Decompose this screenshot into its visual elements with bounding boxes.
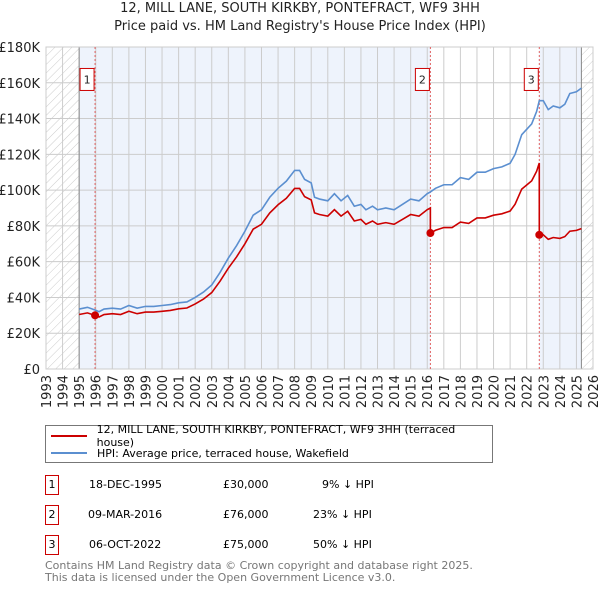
x-tick-label: 1998 bbox=[123, 375, 138, 408]
x-tick-label: 2022 bbox=[521, 375, 536, 408]
x-tick-label: 2026 bbox=[587, 375, 600, 408]
y-tick-label: £180K bbox=[0, 41, 40, 56]
x-tick-label: 2010 bbox=[322, 375, 337, 408]
x-tick-label: 2017 bbox=[438, 375, 453, 408]
x-tick-label: 1993 bbox=[40, 375, 55, 408]
x-tick-label: 2011 bbox=[338, 375, 353, 408]
sale-label: 2 bbox=[419, 73, 426, 86]
chart-subtitle: Price paid vs. HM Land Registry's House … bbox=[114, 19, 486, 34]
x-tick-label: 1997 bbox=[106, 375, 121, 408]
sale-label-box bbox=[79, 67, 95, 91]
x-tick-label: 1995 bbox=[73, 375, 88, 408]
y-tick-label: £40K bbox=[7, 291, 41, 306]
y-tick-label: £20K bbox=[7, 327, 41, 342]
legend: 12, MILL LANE, SOUTH KIRKBY, PONTEFRACT,… bbox=[45, 423, 493, 463]
x-tick-label: 2007 bbox=[272, 375, 287, 408]
y-tick-label: £160K bbox=[0, 77, 40, 92]
sale-number: 2 bbox=[45, 505, 59, 525]
x-tick-label: 2020 bbox=[488, 375, 503, 408]
x-tick-label: 2001 bbox=[173, 375, 188, 408]
legend-swatch bbox=[51, 435, 87, 437]
sale-point bbox=[426, 229, 435, 238]
sale-hpi: 23% ↓ HPI bbox=[313, 508, 372, 521]
x-tick-label: 2021 bbox=[504, 375, 519, 408]
sale-point bbox=[91, 311, 100, 320]
plot: £0 £20K £40K £60K £80K £100K £120K £140K £160K £1… bbox=[0, 41, 600, 408]
x-tick-label: 2014 bbox=[388, 375, 403, 408]
y-tick-label: £140K bbox=[0, 113, 40, 128]
x-tick-label: 2024 bbox=[554, 375, 569, 408]
x-tick-label: 2025 bbox=[570, 375, 585, 408]
x-tick-label: 2003 bbox=[206, 375, 221, 408]
x-tick-label: 2008 bbox=[289, 375, 304, 408]
x-tick-label: 2005 bbox=[239, 375, 254, 408]
x-tick-label: 2015 bbox=[405, 375, 420, 408]
x-tick-label: 2023 bbox=[537, 375, 552, 408]
sale-label-box bbox=[523, 67, 539, 91]
sale-label-box bbox=[414, 67, 430, 91]
x-tick-label: 2018 bbox=[454, 375, 469, 408]
legend-label: HPI: Average price, terraced house, Wake… bbox=[97, 446, 349, 460]
hatch-region-after bbox=[581, 47, 593, 369]
x-tick-label: 2009 bbox=[305, 375, 320, 408]
sale-label: 3 bbox=[528, 73, 535, 86]
sale-hpi: 50% ↓ HPI bbox=[313, 538, 372, 551]
y-tick-label: £60K bbox=[7, 256, 41, 271]
hpi-line bbox=[78, 87, 582, 313]
legend-swatch bbox=[51, 452, 87, 454]
footer-copyright: Contains HM Land Registry data © Crown c… bbox=[45, 559, 473, 572]
x-tick-label: 2013 bbox=[372, 375, 387, 408]
y-tick-label: £120K bbox=[0, 148, 40, 163]
sale-price: £75,000 bbox=[223, 538, 269, 551]
chart-title: 12, MILL LANE, SOUTH KIRKBY, PONTEFRACT,… bbox=[120, 1, 480, 16]
sale-number: 3 bbox=[45, 535, 59, 555]
x-tick-label: 2016 bbox=[421, 375, 436, 408]
sale-price: £76,000 bbox=[223, 508, 269, 521]
sale-date: 09-MAR-2016 bbox=[88, 508, 163, 521]
sale-date: 06-OCT-2022 bbox=[89, 538, 162, 551]
legend-item-hpi: HPI: Average price, terraced house, Wake… bbox=[46, 445, 349, 461]
y-tick-label: £80K bbox=[7, 220, 41, 235]
legend-label: 12, MILL LANE, SOUTH KIRKBY, PONTEFRACT,… bbox=[96, 423, 456, 449]
plot-border bbox=[45, 46, 594, 370]
sale-hpi: 9% ↓ HPI bbox=[322, 478, 374, 491]
legend-item-property: 12, MILL LANE, SOUTH KIRKBY, PONTEFRACT,… bbox=[46, 423, 492, 449]
x-tick-label: 2000 bbox=[156, 375, 171, 408]
x-tick-label: 1994 bbox=[57, 375, 72, 408]
x-tick-label: 1999 bbox=[139, 375, 154, 408]
footer-licence: This data is licensed under the Open Gov… bbox=[45, 571, 396, 584]
property-price-line bbox=[78, 162, 582, 318]
sale-label: 1 bbox=[84, 73, 91, 86]
x-tick-label: 2006 bbox=[255, 375, 270, 408]
x-tick-label: 2019 bbox=[471, 375, 486, 408]
sale-point bbox=[535, 230, 544, 239]
x-tick-label: 2004 bbox=[222, 375, 237, 408]
sale-price: £30,000 bbox=[223, 478, 269, 491]
shaded-period bbox=[79, 47, 431, 369]
y-tick-label: £0 bbox=[23, 363, 40, 378]
y-tick-label: £100K bbox=[0, 184, 40, 199]
sale-date: 18-DEC-1995 bbox=[89, 478, 163, 491]
x-tick-label: 2012 bbox=[355, 375, 370, 408]
sale-number: 1 bbox=[45, 475, 59, 495]
x-tick-label: 1996 bbox=[90, 375, 105, 408]
x-tick-label: 2002 bbox=[189, 375, 204, 408]
